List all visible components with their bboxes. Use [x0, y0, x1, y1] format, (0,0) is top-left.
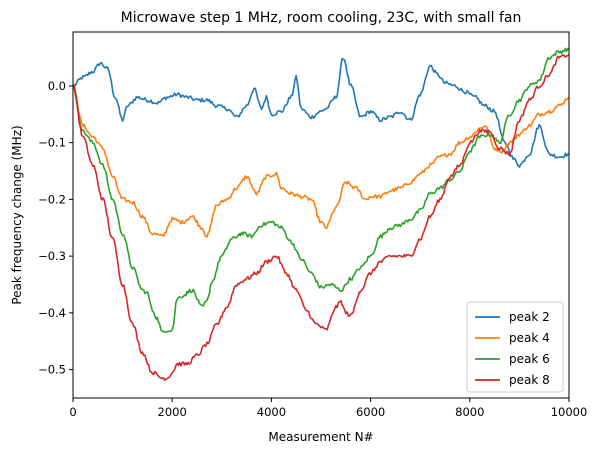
y-tick-label: 0.0	[48, 79, 66, 93]
x-tick-label: 10000	[551, 405, 588, 419]
legend-entry: peak 4	[509, 331, 550, 345]
legend-box	[466, 301, 564, 393]
y-axis-ticks: 0.0 −0.1 −0.2 −0.3 −0.4 −0.5	[38, 79, 73, 377]
legend: peak 2 peak 4 peak 6 peak 8	[466, 301, 564, 393]
legend-entry: peak 8	[509, 373, 550, 387]
x-tick-label: 6000	[356, 405, 385, 419]
plot-frame	[72, 31, 570, 399]
series-line-peak-6	[73, 47, 569, 334]
y-tick-label: −0.5	[38, 363, 66, 377]
x-tick-label: 8000	[455, 405, 484, 419]
x-tick-label: 2000	[158, 405, 187, 419]
y-tick-label: −0.3	[38, 249, 66, 263]
x-axis-label: Measurement N#	[268, 430, 373, 444]
y-tick-label: −0.1	[38, 136, 66, 150]
x-axis-ticks: 0 2000 4000 6000 8000 10000	[69, 398, 587, 419]
series-line-peak-2	[73, 57, 569, 168]
series-line-peak-8	[73, 54, 569, 381]
legend-entry: peak 2	[509, 310, 550, 324]
x-tick-label: 4000	[257, 405, 286, 419]
x-tick-label: 0	[69, 405, 76, 419]
y-tick-label: −0.4	[38, 306, 66, 320]
series-layer	[73, 47, 569, 381]
y-axis-label: Peak frequency change (MHz)	[10, 125, 24, 304]
chart-title: Microwave step 1 MHz, room cooling, 23C,…	[121, 10, 522, 26]
y-tick-label: −0.2	[38, 192, 66, 206]
series-line-peak-4	[73, 85, 569, 238]
legend-entry: peak 6	[509, 352, 550, 366]
